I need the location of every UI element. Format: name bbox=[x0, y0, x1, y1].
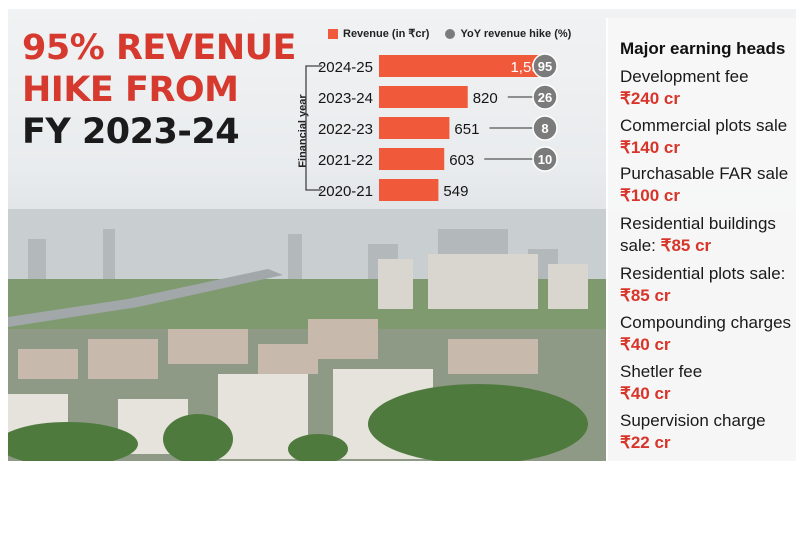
earning-item-label-line-2: sale: ₹85 cr bbox=[620, 235, 796, 257]
earning-item-development-fee: Development fee ₹240 cr bbox=[620, 66, 796, 110]
headline-line-3: FY 2023-24 bbox=[22, 112, 240, 152]
earning-item-amount: ₹40 cr bbox=[620, 384, 671, 403]
earning-item-commercial-plots: Commercial plots sale ₹140 cr bbox=[620, 115, 796, 159]
category-label: 2023-24 bbox=[318, 90, 373, 107]
y-axis-bracket bbox=[305, 65, 322, 191]
earning-item-label: Compounding charges bbox=[620, 313, 792, 332]
infographic-panel: 95% REVENUE HIKE FROM FY 2023-24 Revenue… bbox=[8, 9, 796, 461]
earning-item-label-cont: sale: bbox=[620, 236, 656, 255]
revenue-value-label: 651 bbox=[454, 121, 479, 138]
legend-label-revenue: Revenue (in ₹cr) bbox=[343, 28, 430, 40]
headline-line-1: 95% REVENUE bbox=[22, 28, 296, 68]
revenue-bar bbox=[379, 179, 439, 201]
earning-item-amount: ₹240 cr bbox=[620, 89, 680, 108]
legend-swatch-revenue bbox=[328, 28, 338, 39]
legend-swatch-hike bbox=[445, 28, 456, 39]
earning-item-label: Development fee bbox=[620, 67, 749, 86]
hike-badge bbox=[532, 146, 558, 172]
earning-item-shelter-fee: Shetler fee ₹40 cr bbox=[620, 361, 796, 405]
earning-heads-panel: Major earning heads Development fee ₹240… bbox=[606, 18, 796, 461]
hike-value-label: 26 bbox=[538, 90, 552, 105]
legend-item-hike: YoY revenue hike (%) bbox=[445, 28, 571, 40]
category-label: 2020-21 bbox=[318, 183, 373, 200]
earning-item-supervision-charge: Supervision charge ₹22 cr bbox=[620, 410, 796, 454]
earning-item-label: Residential buildings bbox=[620, 214, 776, 233]
revenue-value-label: 549 bbox=[443, 183, 468, 200]
revenue-bar bbox=[379, 86, 468, 108]
chart-legend: Revenue (in ₹cr) YoY revenue hike (%) bbox=[328, 27, 571, 40]
earning-item-purchasable-far: Purchasable FAR sale ₹100 cr bbox=[620, 163, 796, 207]
earning-item-label: Supervision charge bbox=[620, 411, 766, 430]
city-skyline-image bbox=[8, 209, 608, 461]
hike-badge bbox=[532, 84, 558, 110]
revenue-bar bbox=[379, 148, 445, 170]
y-axis-title: Financial year bbox=[297, 94, 309, 168]
legend-item-revenue: Revenue (in ₹cr) bbox=[328, 27, 429, 40]
earning-item-amount: ₹140 cr bbox=[620, 138, 680, 157]
earning-item-amount: ₹22 cr bbox=[620, 433, 671, 452]
revenue-value-label: 820 bbox=[473, 90, 498, 107]
hike-value-label: 8 bbox=[541, 121, 548, 136]
headline-line-2: HIKE FROM bbox=[22, 70, 239, 110]
earning-item-amount: ₹40 cr bbox=[620, 335, 671, 354]
revenue-value-label: 603 bbox=[449, 152, 474, 169]
earning-item-residential-plots: Residential plots sale: ₹85 cr bbox=[620, 263, 796, 307]
hike-value-label: 95 bbox=[538, 59, 552, 74]
earning-heads-title: Major earning heads bbox=[620, 39, 786, 58]
hike-badge bbox=[532, 53, 558, 79]
category-label: 2021-22 bbox=[318, 152, 373, 169]
category-label: 2022-23 bbox=[318, 121, 373, 138]
earning-item-label: Residential plots sale: bbox=[620, 264, 786, 283]
earning-item-amount: ₹85 cr bbox=[660, 236, 712, 255]
earning-item-compounding-charges: Compounding charges ₹40 cr bbox=[620, 312, 796, 356]
earning-item-label: Commercial plots sale bbox=[620, 116, 788, 135]
earning-item-label: Shetler fee bbox=[620, 362, 703, 381]
headline: 95% REVENUE HIKE FROM FY 2023-24 bbox=[22, 27, 296, 153]
earning-item-amount: ₹100 cr bbox=[620, 186, 680, 205]
legend-label-hike: YoY revenue hike (%) bbox=[460, 27, 572, 40]
earning-item-label: Purchasable FAR sale bbox=[620, 164, 789, 183]
revenue-bar bbox=[379, 55, 552, 77]
earning-item-amount: ₹85 cr bbox=[620, 286, 671, 305]
earning-item-residential-buildings: Residential buildings sale: ₹85 cr bbox=[620, 213, 796, 257]
hike-badge bbox=[532, 115, 558, 141]
category-label: 2024-25 bbox=[318, 59, 373, 76]
revenue-bar bbox=[379, 117, 450, 139]
hike-value-label: 10 bbox=[538, 152, 552, 167]
